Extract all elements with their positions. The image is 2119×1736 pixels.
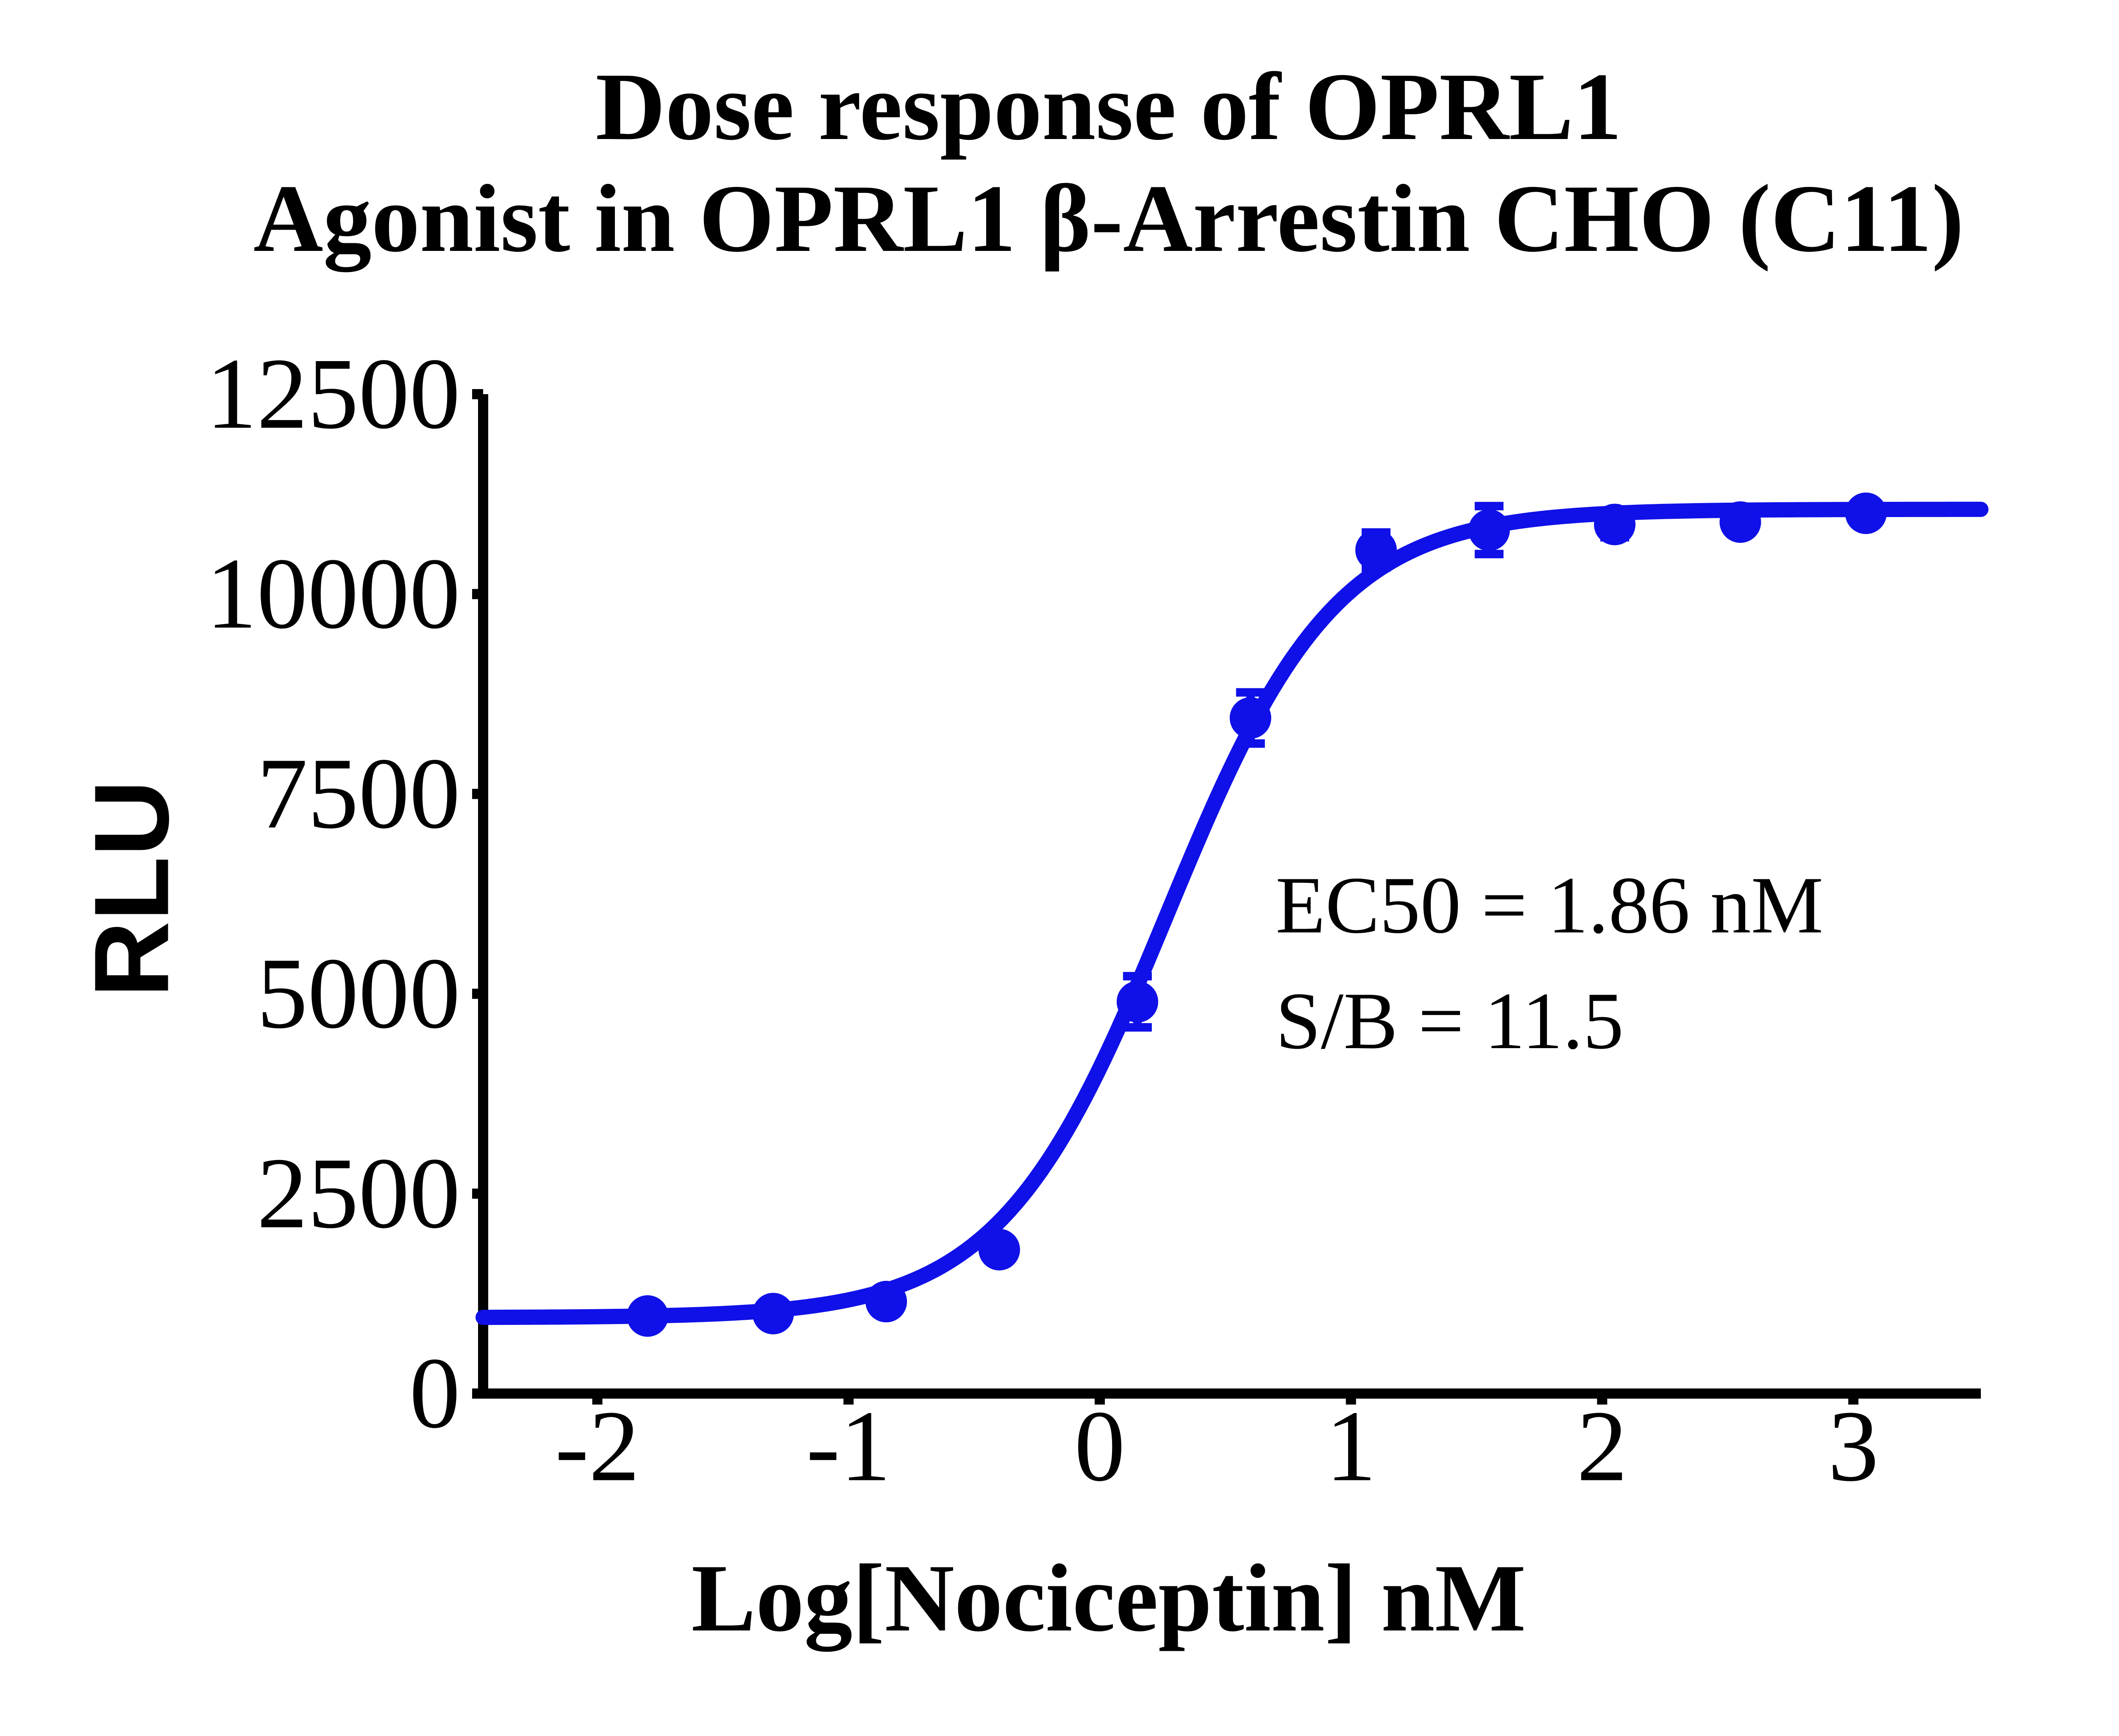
svg-text:0: 0 [1074, 1389, 1125, 1502]
svg-text:2: 2 [1577, 1389, 1627, 1502]
svg-text:5000: 5000 [257, 937, 460, 1049]
svg-text:2500: 2500 [257, 1137, 460, 1249]
svg-text:0: 0 [409, 1336, 460, 1449]
svg-text:12500: 12500 [206, 337, 460, 450]
svg-text:7500: 7500 [257, 737, 460, 849]
svg-text:10000: 10000 [206, 537, 460, 650]
svg-text:-1: -1 [806, 1389, 891, 1502]
svg-text:3: 3 [1828, 1389, 1879, 1502]
svg-text:-2: -2 [555, 1389, 640, 1502]
svg-text:1: 1 [1326, 1389, 1377, 1502]
